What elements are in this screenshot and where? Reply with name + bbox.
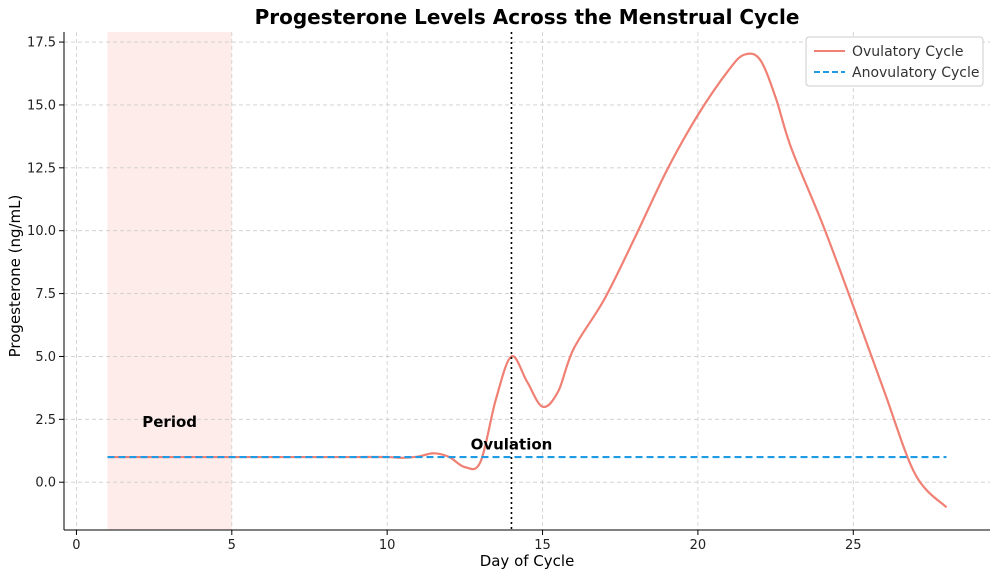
annotation-1: Ovulation <box>471 436 553 454</box>
chart-title: Progesterone Levels Across the Menstrual… <box>255 5 800 29</box>
x-axis-label: Day of Cycle <box>480 552 575 570</box>
legend-label-ovulatory: Ovulatory Cycle <box>852 44 963 60</box>
x-tick-label-2: 10 <box>379 538 396 553</box>
y-tick-label-5: 12.5 <box>27 161 56 176</box>
annotations: Period Ovulation <box>142 413 552 454</box>
x-tick-label-0: 0 <box>72 538 80 553</box>
y-tick-label-2: 5.0 <box>35 350 56 365</box>
y-tick-label-3: 7.5 <box>35 287 56 302</box>
legend: Ovulatory Cycle Anovulatory Cycle <box>805 36 984 87</box>
annotation-0: Period <box>142 413 197 431</box>
y-axis-label: Progesterone (ng/mL) <box>6 195 24 358</box>
grid <box>64 32 990 530</box>
shaded-regions <box>107 32 232 530</box>
y-tick-label-0: 0.0 <box>35 476 56 491</box>
axes <box>63 32 990 531</box>
y-tick-label-4: 10.0 <box>27 224 56 239</box>
legend-label-anovulatory: Anovulatory Cycle <box>852 65 979 81</box>
series-line-0 <box>107 52 948 509</box>
y-tick-label-7: 17.5 <box>27 36 56 51</box>
x-tick-label-4: 20 <box>690 538 707 553</box>
shaded-region-0 <box>107 32 232 530</box>
x-tick-label-5: 25 <box>845 538 862 553</box>
series-lines <box>107 52 948 509</box>
y-tick-label-6: 15.0 <box>27 98 56 113</box>
ticks: 0 5 10 15 20 25 0.0 2.5 5.0 7.5 10.0 12.5 15.0 17.5 <box>27 36 862 553</box>
x-tick-label-3: 15 <box>534 538 551 553</box>
x-tick-label-1: 5 <box>228 538 236 553</box>
y-tick-label-1: 2.5 <box>35 413 56 428</box>
legend-box <box>805 36 984 87</box>
